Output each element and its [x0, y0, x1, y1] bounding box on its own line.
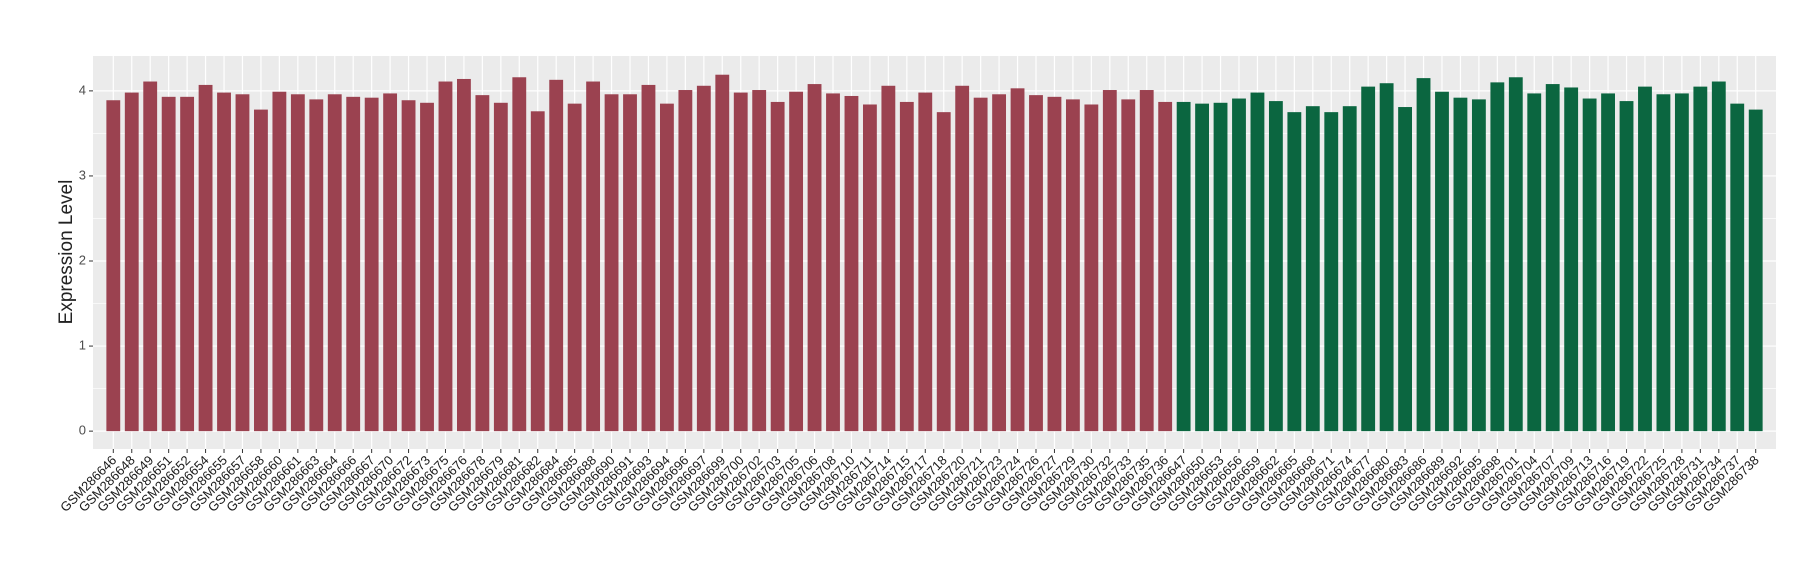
y-tick-label: 0 — [79, 423, 86, 438]
bar — [733, 92, 748, 432]
bar — [198, 84, 213, 432]
plot-panel — [93, 56, 1776, 449]
bar — [1508, 77, 1523, 432]
bar — [770, 101, 785, 432]
bar — [1435, 91, 1449, 432]
bar — [1471, 99, 1486, 432]
bar — [254, 109, 268, 432]
bar — [457, 78, 471, 432]
bar — [1195, 103, 1210, 432]
bar — [992, 94, 1007, 432]
bar — [327, 94, 342, 432]
bar — [1453, 97, 1468, 432]
bar — [1121, 99, 1136, 432]
bar — [1176, 101, 1191, 432]
bar — [1638, 86, 1652, 432]
bar — [678, 90, 693, 432]
bar — [1305, 106, 1320, 432]
bar — [1250, 92, 1265, 432]
y-tick-label: 4 — [79, 82, 86, 97]
bar — [180, 96, 195, 432]
bar — [420, 102, 434, 432]
bar — [955, 85, 970, 432]
bar — [161, 96, 176, 432]
bar — [1287, 112, 1302, 432]
bar — [715, 74, 730, 432]
bar — [1361, 86, 1376, 432]
bar — [623, 94, 637, 432]
bar — [659, 103, 674, 432]
bar — [1674, 93, 1689, 432]
bar — [1102, 90, 1117, 432]
bar — [1490, 82, 1505, 432]
bar — [1065, 99, 1080, 432]
bar — [1619, 101, 1634, 432]
bar — [1398, 107, 1412, 432]
bar — [106, 100, 121, 432]
bar — [1139, 90, 1154, 432]
bar — [696, 85, 711, 432]
bar — [1545, 84, 1560, 432]
y-tick-label: 3 — [79, 167, 86, 182]
y-tick-label: 1 — [79, 338, 86, 353]
bar — [1656, 94, 1671, 432]
bar — [1084, 104, 1099, 432]
bar — [1342, 106, 1357, 432]
bar — [586, 81, 601, 432]
bar — [124, 92, 139, 432]
bar — [1527, 93, 1542, 432]
bar — [1748, 109, 1763, 432]
bar — [1564, 87, 1579, 432]
bar — [143, 81, 158, 432]
bar — [807, 84, 822, 432]
bar — [346, 96, 361, 432]
bar — [1379, 83, 1394, 432]
bar — [1268, 101, 1283, 432]
bar — [641, 84, 656, 432]
bar — [1232, 98, 1246, 432]
y-tick-label: 2 — [79, 252, 86, 267]
bar — [881, 85, 896, 432]
bar — [512, 77, 527, 432]
bar — [364, 97, 379, 432]
bar — [899, 101, 914, 432]
bar — [936, 112, 951, 432]
bar — [401, 100, 416, 432]
bar — [272, 91, 287, 432]
bar — [1601, 93, 1615, 432]
bar — [862, 104, 877, 432]
bar — [1711, 81, 1726, 432]
bar — [475, 95, 490, 432]
bar — [549, 79, 564, 432]
bar — [1693, 86, 1708, 432]
bar — [1010, 88, 1025, 432]
bar — [1582, 98, 1597, 432]
bar — [1029, 95, 1043, 432]
bar — [604, 94, 619, 432]
bar — [1730, 103, 1745, 432]
bar — [530, 111, 545, 432]
bar — [290, 94, 305, 432]
bar — [217, 92, 231, 432]
bar — [438, 81, 453, 432]
bar — [1324, 112, 1339, 432]
bar — [826, 93, 840, 432]
bar — [493, 102, 508, 432]
bar — [1047, 96, 1062, 432]
bar — [973, 97, 988, 432]
bar — [1416, 78, 1431, 432]
y-axis-label: Expression Level — [56, 180, 77, 325]
bar — [1213, 102, 1228, 432]
bar — [567, 103, 582, 432]
bar — [789, 91, 804, 432]
bar — [918, 92, 933, 432]
bar — [235, 94, 250, 432]
bar — [752, 90, 767, 432]
bar — [844, 95, 859, 432]
bar — [383, 93, 398, 432]
bar — [309, 99, 324, 432]
bar — [1158, 101, 1173, 432]
